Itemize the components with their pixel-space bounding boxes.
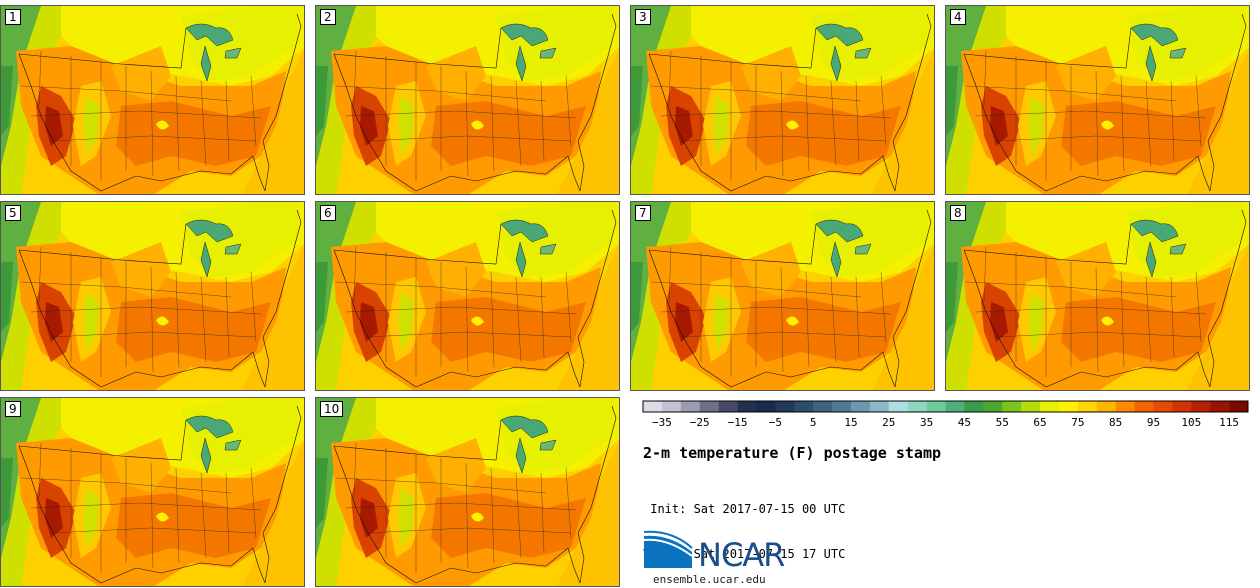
temperature-map [316,6,619,194]
colorbar-swatch [1077,401,1098,412]
temperature-map [316,398,619,586]
colorbar-swatch [813,401,833,412]
colorbar-tick-label: 15 [844,416,857,429]
colorbar-swatch [737,401,757,412]
colorbar-swatch [1172,401,1192,412]
map-panel: 7 [630,201,935,391]
colorbar-tick-label: 65 [1033,416,1046,429]
colorbar-swatch [1115,401,1135,412]
temperature-map [316,202,619,390]
colorbar-tick-label: −35 [652,416,672,429]
colorbar-tick-label: −15 [728,416,748,429]
init-time: Init: Sat 2017-07-15 00 UTC [643,502,846,516]
map-panel: 3 [630,5,935,195]
colorbar-tick-label: 35 [920,416,933,429]
member-number-label: 5 [5,205,21,221]
map-panel: 10 [315,397,620,587]
colorbar-swatch [832,401,852,412]
member-number-label: 8 [950,205,966,221]
colorbar-tick-label: 45 [958,416,971,429]
colorbar-swatch [775,401,795,412]
colorbar-swatch [699,401,719,412]
colorbar-swatch [926,401,946,412]
colorbar-swatch [1191,401,1211,412]
map-panel: 8 [945,201,1250,391]
colorbar-tick-label: 85 [1109,416,1122,429]
colorbar-swatch [1058,401,1079,412]
colorbar-tick-label: 25 [882,416,895,429]
site-url: ensemble.ucar.edu [653,573,766,586]
colorbar-tick-label: 5 [810,416,817,429]
member-number-label: 1 [5,9,21,25]
colorbar-tick-label: 95 [1147,416,1160,429]
colorbar-swatch [756,401,776,412]
map-panel: 5 [0,201,305,391]
colorbar-swatch [1229,401,1249,412]
colorbar-swatch [869,401,890,412]
colorbar-tick-label: 115 [1219,416,1239,429]
temperature-colorbar: −35 −25 −15 −5 5 15 25 35 45 55 65 75 85 95 105 115 [642,400,1249,429]
temperature-map [631,6,934,194]
colorbar-swatch [1153,401,1173,412]
map-panel: 6 [315,201,620,391]
member-number-label: 7 [635,205,651,221]
member-number-label: 3 [635,9,651,25]
colorbar-tick-label: 105 [1181,416,1201,429]
colorbar-swatch [1096,401,1116,412]
temperature-map [631,202,934,390]
colorbar-swatch [1210,401,1230,412]
temperature-map [1,398,304,586]
colorbar-swatch [1040,401,1060,412]
colorbar-swatch [1021,401,1041,412]
member-number-label: 6 [320,205,336,221]
colorbar-border [642,400,1249,413]
colorbar-swatch [907,401,927,412]
temperature-map [1,202,304,390]
member-number-label: 4 [950,9,966,25]
colorbar-swatch [661,401,682,412]
map-panel: 4 [945,5,1250,195]
colorbar-swatch [850,401,871,412]
temperature-map [946,6,1249,194]
temperature-map [946,202,1249,390]
colorbar-swatch [1134,401,1154,412]
ncar-logo-text: NCAR [698,536,785,574]
map-panel: 9 [0,397,305,587]
colorbar-swatch [643,401,663,412]
colorbar-tick-label: −25 [690,416,710,429]
member-number-label: 2 [320,9,336,25]
map-panel: 2 [315,5,620,195]
ncar-logo-icon [643,530,693,568]
colorbar-swatch [718,401,738,412]
colorbar-swatch [964,401,984,412]
colorbar-swatch [888,401,908,412]
colorbar-tick-label: 75 [1071,416,1084,429]
temperature-map [1,6,304,194]
map-panel: 1 [0,5,305,195]
colorbar-tick-label: −5 [769,416,782,429]
colorbar-swatch [1002,401,1022,412]
colorbar-swatch [680,401,701,412]
plot-title: 2-m temperature (F) postage stamp [643,444,942,462]
colorbar-swatch [983,401,1003,412]
member-number-label: 9 [5,401,21,417]
colorbar-swatch [945,401,965,412]
member-number-label: 10 [320,401,344,417]
colorbar-swatch [794,401,814,412]
colorbar-tick-label: 55 [996,416,1009,429]
